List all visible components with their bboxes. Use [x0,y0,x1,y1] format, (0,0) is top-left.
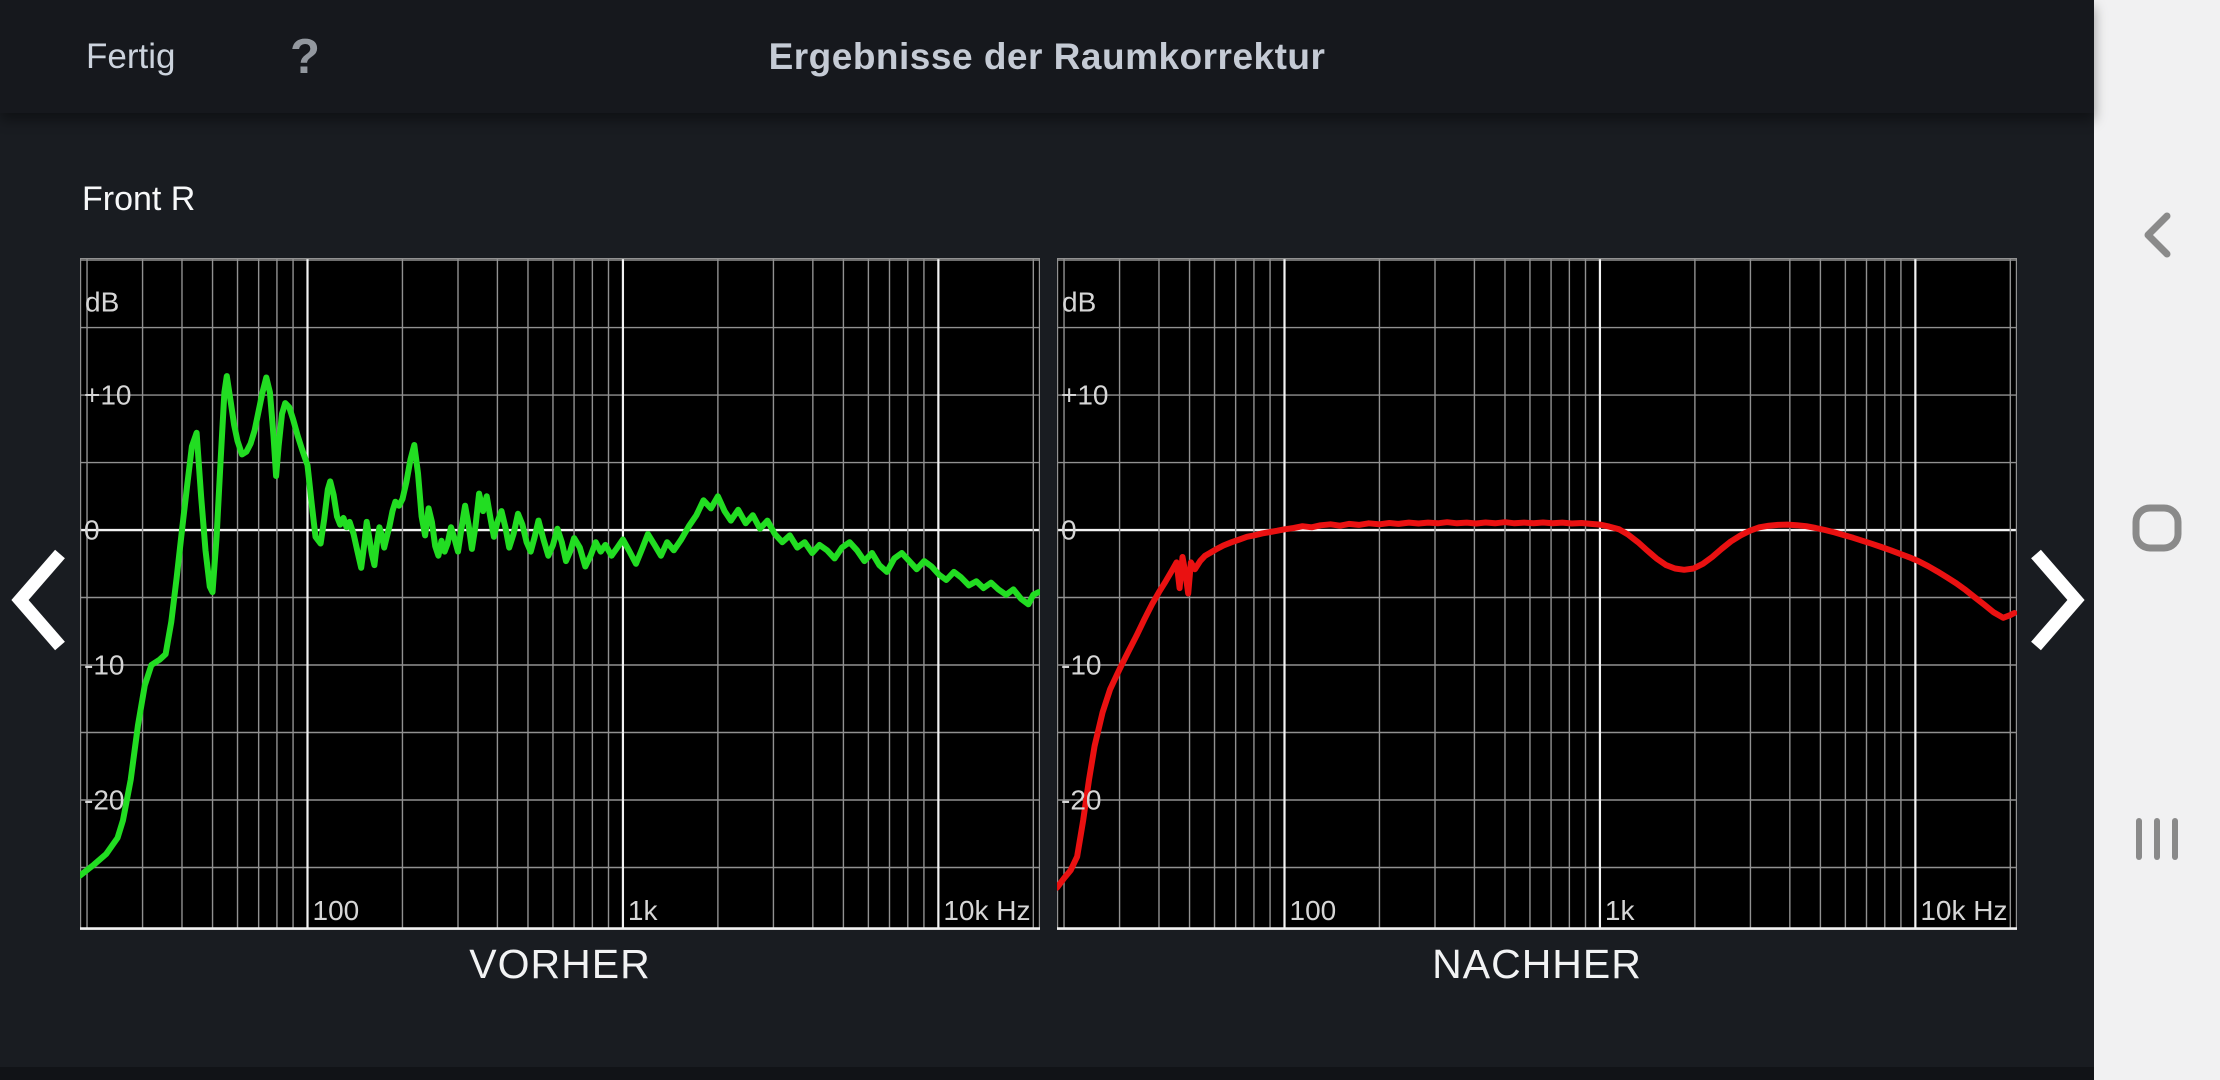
next-speaker-button[interactable] [2022,540,2094,660]
svg-text:10k Hz: 10k Hz [1920,895,2007,926]
svg-text:-10: -10 [84,650,124,681]
home-icon [2132,504,2182,552]
android-home-button[interactable] [2094,468,2220,588]
frequency-response-chart-after: dB +10 0 -10 -20 100 1k 10k Hz [1057,258,2017,930]
svg-text:+10: +10 [1061,380,1109,411]
back-icon [2144,212,2171,258]
chart-caption-before: VORHER [469,940,651,987]
svg-text:10k Hz: 10k Hz [943,895,1030,926]
top-bar: Fertig ? Ergebnisse der Raumkorrektur [0,0,2094,113]
svg-text:dB: dB [85,286,119,317]
android-recents-button[interactable] [2094,779,2220,899]
speaker-name-label: Front R [82,180,196,218]
app-window: Fertig ? Ergebnisse der Raumkorrektur Fr… [0,0,2094,1080]
previous-speaker-button[interactable] [2,540,74,660]
done-button[interactable]: Fertig [86,0,175,113]
bottom-edge-strip [0,1067,2094,1080]
svg-text:dB: dB [1062,286,1096,317]
svg-text:0: 0 [1061,515,1077,546]
chevron-right-icon [2031,549,2085,651]
recents-icon [2136,818,2178,860]
chevron-left-icon [11,549,65,651]
frequency-response-chart-before: dB +10 0 -10 -20 100 1k 10k Hz [80,258,1040,930]
svg-text:1k: 1k [628,895,659,926]
svg-text:1k: 1k [1605,895,1636,926]
android-back-button[interactable] [2094,175,2220,295]
svg-text:-10: -10 [1061,650,1101,681]
svg-text:-20: -20 [1061,785,1101,816]
chart-caption-after: NACHHER [1432,940,1642,987]
android-navigation-bar [2094,0,2220,1080]
svg-text:0: 0 [84,515,100,546]
help-icon: ? [290,29,320,84]
help-button[interactable]: ? [270,0,340,113]
svg-text:-20: -20 [84,785,124,816]
svg-text:100: 100 [1290,895,1337,926]
svg-text:100: 100 [313,895,360,926]
svg-text:+10: +10 [84,380,132,411]
